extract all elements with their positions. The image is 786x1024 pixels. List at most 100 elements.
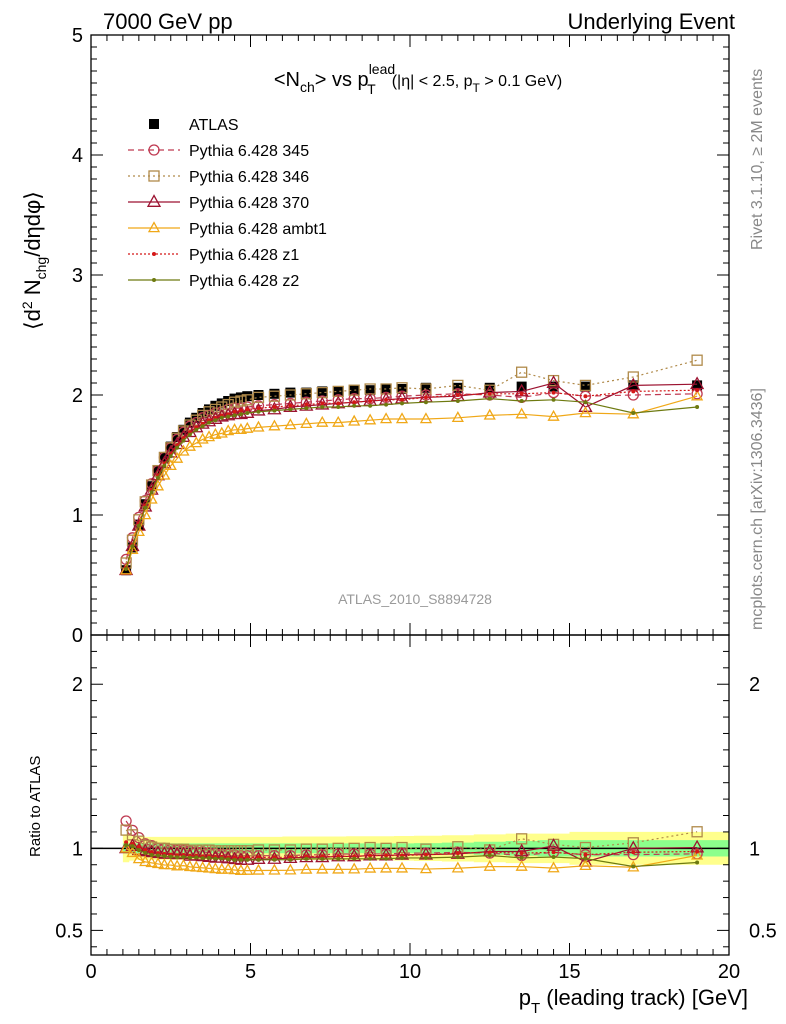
y-tick-label: 3 [72, 265, 83, 287]
x-tick-label: 20 [718, 961, 740, 983]
data-point-ambt1 [451, 411, 464, 423]
ratio-point-z2 [288, 857, 293, 862]
data-point-z1 [256, 406, 261, 411]
data-point-atlas [692, 380, 703, 391]
data-point-z1 [232, 409, 237, 414]
data-point-atlas [235, 392, 246, 403]
ratio-point-z2 [124, 843, 129, 848]
data-point-z2 [551, 397, 556, 402]
data-point-z2 [256, 409, 261, 414]
data-point-z2 [136, 523, 141, 528]
x-tick-label: 0 [85, 961, 96, 983]
legend-marker [147, 221, 161, 233]
data-point-z2 [143, 505, 148, 510]
data-point-atlas [210, 400, 221, 411]
data-point-z2 [187, 432, 192, 437]
ratio-point-ambt1 [364, 861, 377, 873]
plot-title: <Nch> vs plead T (|η| < 2.5, pT > 0.1 GeV) [274, 61, 562, 97]
legend-item: Pythia 6.428 346 [128, 169, 309, 186]
ratio-point-ambt1 [515, 859, 528, 871]
ratio-point-ambt1 [234, 863, 248, 875]
data-point-ambt1 [164, 459, 177, 471]
ratio-point-z2 [181, 854, 186, 859]
mcplots-label: mcplots.cern.ch [arXiv:1306.3436] [749, 388, 766, 630]
data-point-atlas [452, 382, 463, 393]
ratio-point-ambt1 [119, 841, 133, 853]
ratio-point-z2 [238, 857, 243, 862]
ratio-point-z1 [124, 840, 129, 845]
data-point-ambt1 [171, 451, 184, 463]
data-point-z1 [320, 401, 325, 406]
y-tick-label: 2 [72, 385, 83, 407]
data-point-z2 [487, 396, 492, 401]
y-tick-label: 4 [72, 145, 83, 167]
ratio-point-z2 [155, 853, 160, 858]
data-point-z1 [583, 394, 588, 399]
data-point-p346 [627, 371, 639, 383]
ratio-point-p346 [348, 842, 360, 854]
ratio-point-ambt1 [316, 862, 329, 874]
ratio-point-z1 [143, 847, 148, 852]
ratio-point-z2 [551, 855, 556, 860]
data-point-atlas [317, 386, 328, 397]
y-tick-label: 1 [72, 505, 83, 527]
ratio-point-ambt1 [300, 862, 313, 874]
ratio-point-ambt1 [379, 861, 393, 873]
data-point-z1 [423, 395, 428, 400]
ratio-point-z1 [368, 853, 373, 858]
ratio-point-p346 [268, 844, 281, 856]
y-axis-label: ⟨d2 Nchg/dηdφ⟩ [19, 191, 49, 330]
ratio-point-z1 [551, 850, 556, 855]
ratio-point-ambt1 [395, 861, 409, 873]
ratio-point-ambt1 [451, 861, 464, 873]
data-point-z1 [368, 399, 373, 403]
data-point-z2 [181, 438, 186, 443]
data-point-z2 [304, 406, 309, 411]
data-point-z2 [149, 490, 154, 495]
data-point-z1 [631, 389, 636, 394]
data-point-ambt1 [419, 412, 433, 424]
data-point-z1 [238, 408, 243, 413]
ratio-point-p346 [284, 844, 297, 856]
ratio-point-z1 [519, 851, 524, 856]
data-point-ambt1 [332, 415, 345, 427]
ratio-point-ambt1 [139, 855, 152, 867]
rivet-version-label: Rivet 3.1.10, ≥ 2M events [749, 69, 766, 250]
data-point-ambt1 [119, 563, 133, 575]
ratio-point-z1 [384, 853, 389, 858]
ratio-point-z2 [245, 857, 250, 862]
ratio-point-z2 [519, 855, 524, 860]
data-point-z2 [695, 405, 700, 409]
data-point-z2 [583, 400, 588, 405]
ratio-point-ambt1 [332, 862, 345, 874]
data-point-p370 [267, 401, 282, 415]
data-point-z2 [320, 405, 325, 409]
data-point-z2 [207, 420, 212, 425]
data-point-p346 [196, 409, 209, 422]
data-point-atlas [548, 381, 559, 392]
ratio-point-z2 [194, 855, 199, 860]
data-point-atlas [301, 387, 312, 398]
data-point-p346 [579, 379, 592, 392]
series-line-z2 [125, 397, 698, 570]
data-point-atlas [420, 382, 431, 393]
ratio-point-ambt1 [222, 862, 235, 874]
data-point-z2 [238, 412, 243, 417]
ratio-point-ambt1 [579, 859, 592, 871]
data-point-ambt1 [252, 420, 265, 432]
ratio-point-z1 [455, 851, 460, 856]
data-point-z2 [352, 403, 357, 408]
data-point-p346 [420, 383, 432, 395]
data-point-ambt1 [300, 417, 313, 429]
legend-item: ATLAS [149, 117, 239, 134]
legend-label: Pythia 6.428 346 [189, 169, 309, 186]
series-line-p346 [125, 359, 698, 564]
ratio-point-z1 [583, 852, 588, 857]
ratio-point-z2 [583, 856, 588, 861]
data-point-z2 [400, 401, 405, 406]
series-line-ambt1 [125, 395, 698, 571]
ratio-point-ambt1 [183, 860, 196, 872]
legend-marker [152, 252, 156, 256]
legend-item: Pythia 6.428 ambt1 [128, 221, 327, 238]
legend-label: Pythia 6.428 z2 [189, 273, 299, 290]
